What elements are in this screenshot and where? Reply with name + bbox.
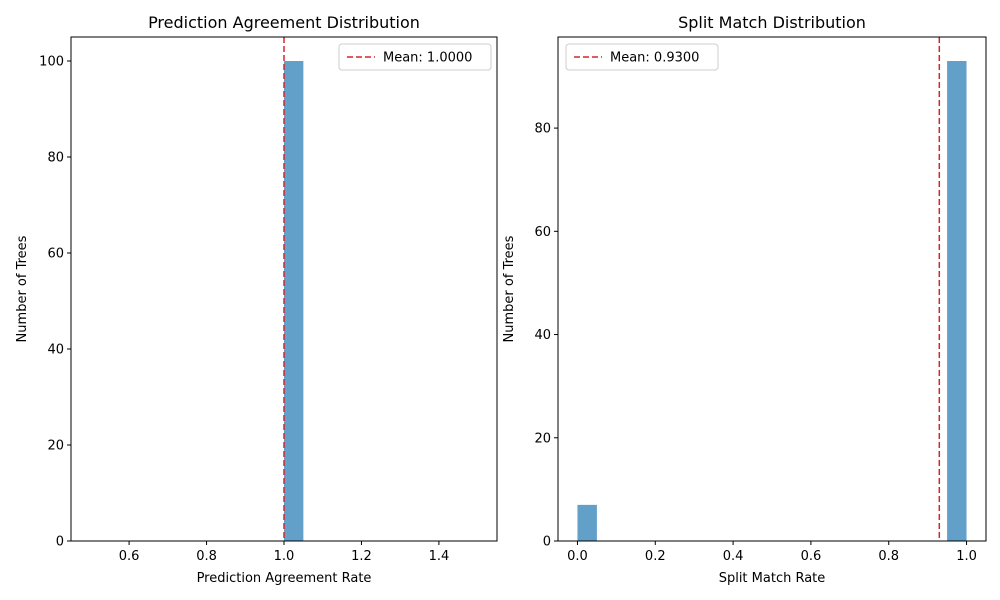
x-tick-label: 1.4 xyxy=(429,549,450,564)
y-axis-label: Number of Trees xyxy=(502,235,517,342)
legend-box xyxy=(338,43,492,71)
y-tick-label: 60 xyxy=(534,225,551,240)
x-axis-label: Prediction Agreement Rate xyxy=(197,571,372,586)
y-axis-label: Number of Trees xyxy=(15,235,30,342)
y-tick-label: 0 xyxy=(56,535,64,550)
plot-frame xyxy=(557,36,987,542)
histogram-bar xyxy=(577,504,597,541)
x-tick-label: 0.8 xyxy=(878,549,899,564)
y-tick-label: 40 xyxy=(534,328,551,343)
legend-box xyxy=(565,43,719,71)
y-tick-label: 40 xyxy=(47,343,64,358)
legend-label: Mean: 1.0000 xyxy=(383,51,472,66)
y-tick-label: 60 xyxy=(47,247,64,262)
chart-title: Split Match Distribution xyxy=(678,13,866,32)
x-axis-label: Split Match Rate xyxy=(719,571,826,586)
x-tick-label: 0.2 xyxy=(645,549,666,564)
y-tick-label: 80 xyxy=(534,122,551,137)
y-tick-label: 100 xyxy=(39,55,64,70)
x-tick-label: 0.8 xyxy=(196,549,217,564)
y-tick-label: 0 xyxy=(543,535,551,550)
x-tick-label: 0.4 xyxy=(723,549,744,564)
legend: Mean: 0.9300 xyxy=(565,43,719,71)
histogram-bar xyxy=(947,61,967,541)
y-tick-label: 80 xyxy=(47,151,64,166)
x-tick-label: 0.6 xyxy=(801,549,822,564)
chart-title: Prediction Agreement Distribution xyxy=(148,13,420,32)
x-tick-label: 1.2 xyxy=(351,549,372,564)
legend: Mean: 1.0000 xyxy=(338,43,492,71)
histogram-bar xyxy=(284,61,304,541)
x-tick-label: 1.0 xyxy=(274,549,295,564)
y-tick-label: 20 xyxy=(534,431,551,446)
chart-1: 0.6 0.8 1.0 1.2 1.4 0 20 40 60 80 100 Prediction Ag… xyxy=(15,13,498,586)
x-tick-label: 0.6 xyxy=(119,549,140,564)
x-tick-label: 1.0 xyxy=(956,549,977,564)
y-tick-label: 20 xyxy=(47,439,64,454)
legend-label: Mean: 0.9300 xyxy=(610,51,699,66)
x-tick-label: 0.0 xyxy=(567,549,588,564)
chart-2: 0.0 0.2 0.4 0.6 0.8 1.0 0 20 40 60 80 Split Match D… xyxy=(502,13,987,586)
